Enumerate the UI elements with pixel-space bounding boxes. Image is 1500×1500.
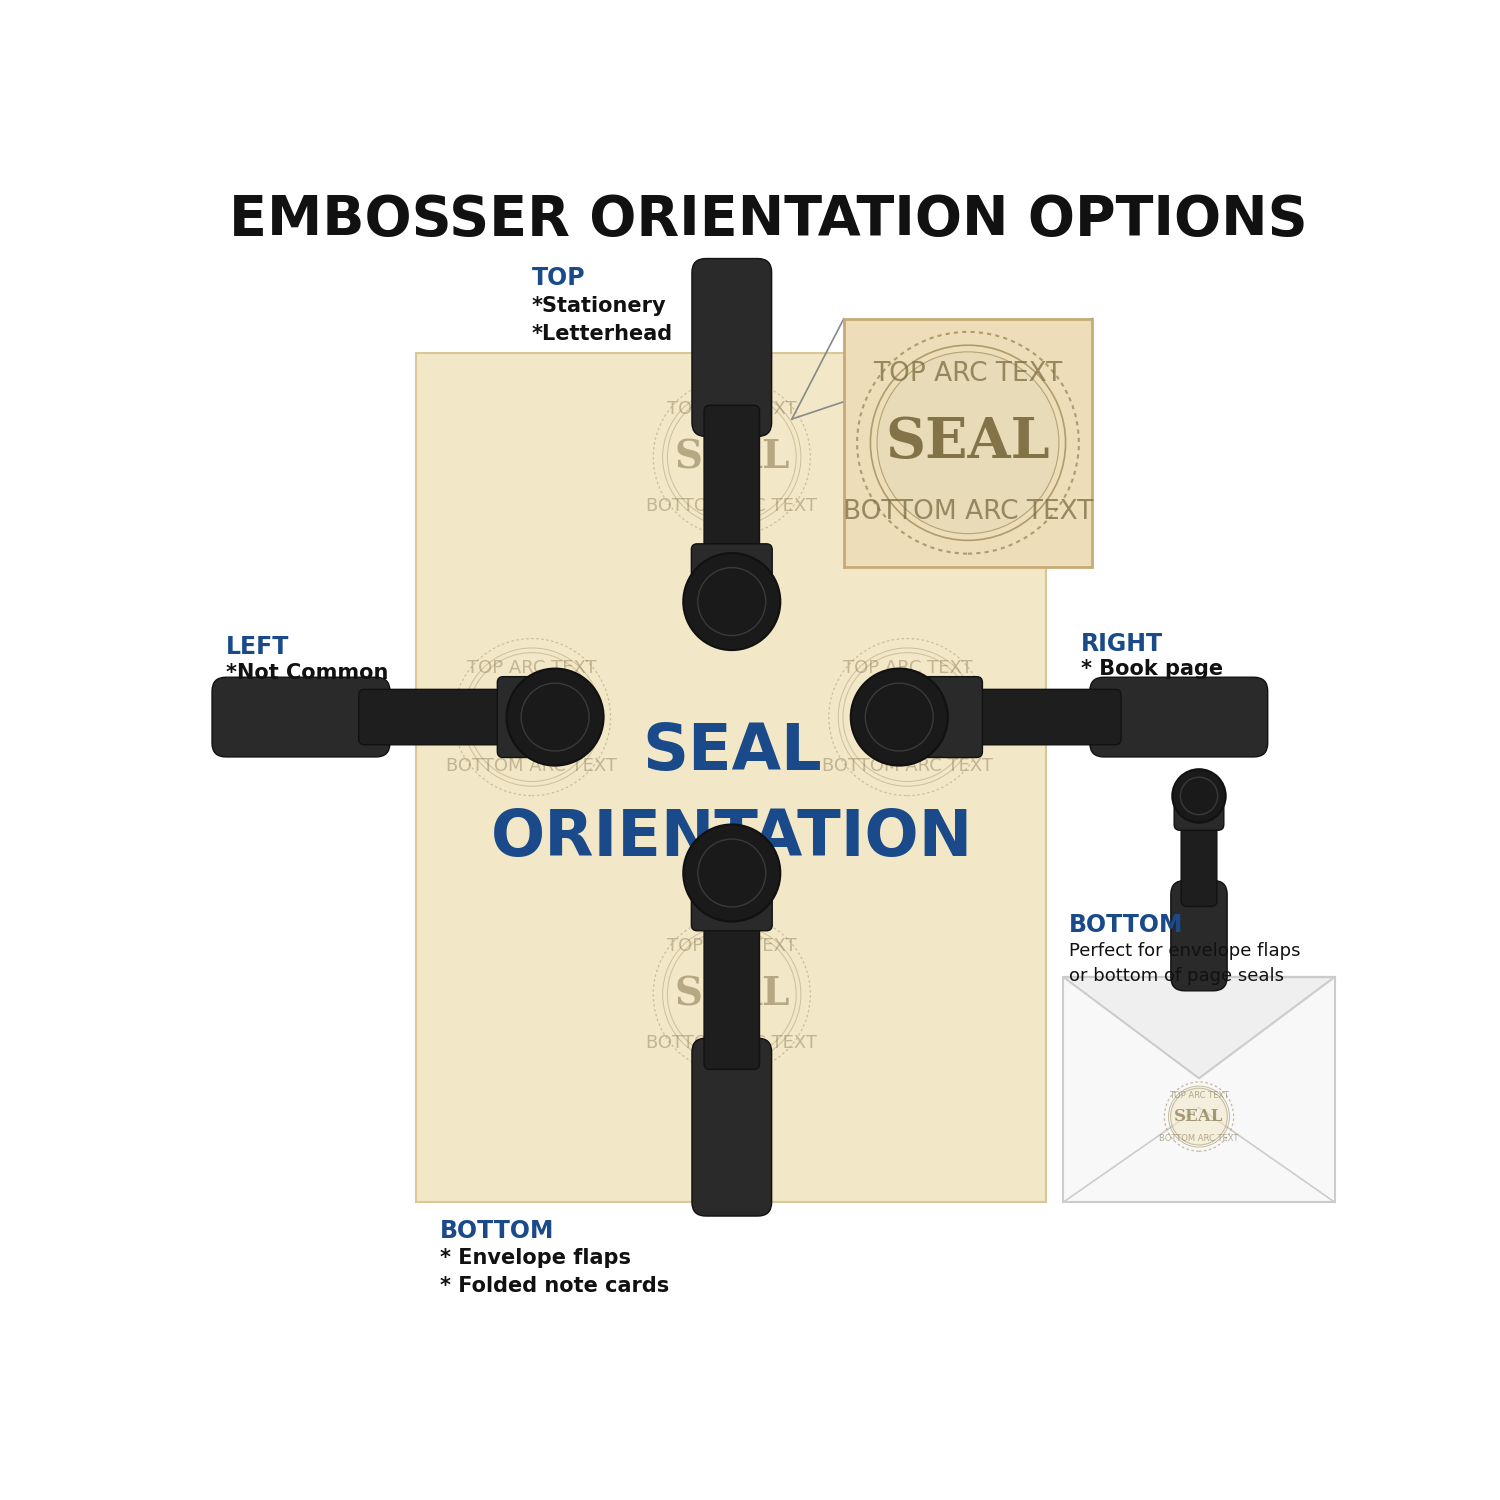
Text: *Stationery
*Letterhead: *Stationery *Letterhead <box>532 296 674 344</box>
Text: BOTTOM ARC TEXT: BOTTOM ARC TEXT <box>447 758 618 776</box>
Text: LEFT: LEFT <box>226 636 290 660</box>
Circle shape <box>684 554 780 650</box>
FancyBboxPatch shape <box>1174 788 1224 831</box>
FancyBboxPatch shape <box>1090 676 1268 758</box>
Text: TOP ARC TEXT: TOP ARC TEXT <box>668 936 796 954</box>
Text: BOTTOM: BOTTOM <box>1070 912 1184 936</box>
Text: RIGHT: RIGHT <box>1080 632 1162 656</box>
Circle shape <box>507 669 603 765</box>
FancyBboxPatch shape <box>960 690 1120 746</box>
Text: SEAL: SEAL <box>674 975 789 1014</box>
Text: SEAL: SEAL <box>674 438 789 476</box>
FancyBboxPatch shape <box>692 861 772 930</box>
FancyBboxPatch shape <box>704 405 759 567</box>
Text: EMBOSSER ORIENTATION OPTIONS: EMBOSSER ORIENTATION OPTIONS <box>230 194 1308 248</box>
Circle shape <box>843 652 972 782</box>
Text: SEAL: SEAL <box>1174 1108 1224 1125</box>
Text: BOTTOM ARC TEXT: BOTTOM ARC TEXT <box>646 496 818 514</box>
FancyBboxPatch shape <box>1180 813 1216 906</box>
FancyBboxPatch shape <box>498 676 567 758</box>
Text: BOTTOM ARC TEXT: BOTTOM ARC TEXT <box>843 498 1094 525</box>
FancyBboxPatch shape <box>417 354 1046 1202</box>
Text: BOTTOM ARC TEXT: BOTTOM ARC TEXT <box>1160 1134 1239 1143</box>
Circle shape <box>468 652 597 782</box>
Circle shape <box>668 393 796 522</box>
Text: TOP ARC TEXT: TOP ARC TEXT <box>668 399 796 417</box>
FancyBboxPatch shape <box>1064 976 1335 1202</box>
Text: TOP ARC TEXT: TOP ARC TEXT <box>1168 1090 1228 1100</box>
FancyBboxPatch shape <box>692 544 772 614</box>
Text: SEAL: SEAL <box>849 698 964 736</box>
FancyBboxPatch shape <box>914 676 982 758</box>
Text: SEAL: SEAL <box>885 416 1050 471</box>
Text: ORIENTATION: ORIENTATION <box>490 807 974 870</box>
Text: TOP: TOP <box>532 266 585 290</box>
Text: * Envelope flaps
* Folded note cards: * Envelope flaps * Folded note cards <box>440 1248 669 1296</box>
Polygon shape <box>1064 976 1335 1078</box>
FancyBboxPatch shape <box>358 690 520 746</box>
Text: *Not Common: *Not Common <box>226 663 388 682</box>
Text: SEAL: SEAL <box>642 720 822 783</box>
Circle shape <box>1173 770 1225 822</box>
Text: BOTTOM: BOTTOM <box>440 1220 554 1244</box>
Text: TOP ARC TEXT: TOP ARC TEXT <box>843 660 972 678</box>
Circle shape <box>684 825 780 921</box>
Circle shape <box>878 352 1059 534</box>
Text: * Book page: * Book page <box>1080 660 1222 680</box>
FancyBboxPatch shape <box>692 1038 771 1217</box>
Circle shape <box>850 669 948 765</box>
FancyBboxPatch shape <box>844 318 1092 567</box>
Circle shape <box>668 930 796 1059</box>
FancyBboxPatch shape <box>1172 880 1227 992</box>
Text: TOP ARC TEXT: TOP ARC TEXT <box>873 362 1062 387</box>
Text: BOTTOM ARC TEXT: BOTTOM ARC TEXT <box>646 1034 818 1052</box>
Text: BOTTOM ARC TEXT: BOTTOM ARC TEXT <box>822 758 993 776</box>
Text: SEAL: SEAL <box>474 698 590 736</box>
FancyBboxPatch shape <box>211 676 390 758</box>
Text: Perfect for envelope flaps
or bottom of page seals: Perfect for envelope flaps or bottom of … <box>1070 942 1300 986</box>
Circle shape <box>1170 1088 1227 1144</box>
FancyBboxPatch shape <box>692 258 771 436</box>
FancyBboxPatch shape <box>704 908 759 1070</box>
Text: TOP ARC TEXT: TOP ARC TEXT <box>466 660 597 678</box>
